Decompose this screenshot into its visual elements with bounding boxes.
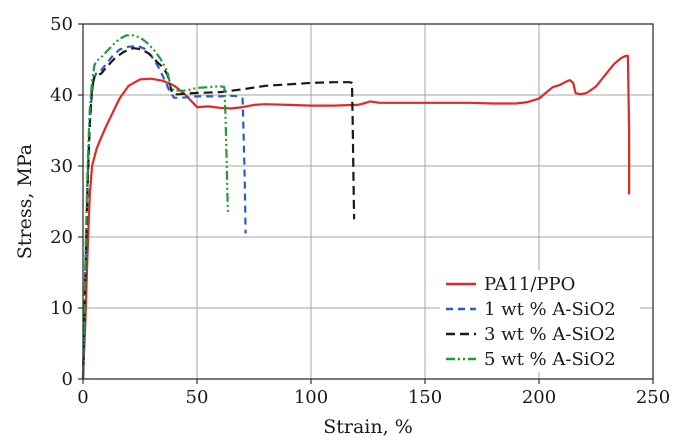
x-tick-label: 250	[636, 387, 670, 408]
x-tick-label: 0	[77, 387, 88, 408]
legend-label-3: 3 wt % A-SiO2	[484, 324, 616, 345]
series-line-3	[81, 47, 356, 380]
y-tick-label: 10	[50, 298, 73, 319]
plot-area-frame	[82, 23, 654, 380]
axis-ticks: 0 50 100 150 200 250 0 10 20 30 40 50	[50, 14, 670, 408]
y-axis-title: Stress, MPa	[14, 144, 36, 259]
series-line-1	[81, 54, 631, 380]
x-tick-label: 50	[186, 387, 209, 408]
x-tick-label: 200	[522, 387, 556, 408]
gridlines	[83, 24, 653, 379]
x-tick-label: 150	[408, 387, 442, 408]
x-axis-title: Strain, %	[323, 416, 413, 438]
y-tick-label: 20	[50, 227, 73, 248]
legend-background	[440, 270, 640, 372]
series-lines	[81, 34, 631, 380]
x-tick-label: 100	[294, 387, 328, 408]
legend-label-2: 1 wt % A-SiO2	[484, 299, 616, 320]
y-tick-label: 30	[50, 156, 73, 177]
y-tick-label: 50	[50, 14, 73, 35]
legend: PA11/PPO 1 wt % A-SiO2 3 wt % A-SiO2 5 wt %…	[440, 270, 640, 372]
legend-label-4: 5 wt % A-SiO2	[484, 349, 616, 370]
y-tick-label: 0	[62, 369, 73, 390]
legend-label-1: PA11/PPO	[484, 274, 575, 295]
y-tick-label: 40	[50, 85, 73, 106]
series-line-4	[81, 34, 230, 380]
